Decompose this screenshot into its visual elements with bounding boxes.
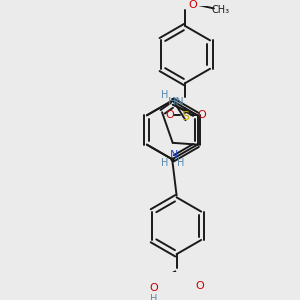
Text: H: H [177,158,184,168]
Text: CH₃: CH₃ [212,5,230,15]
Text: O: O [197,110,206,120]
Text: O: O [165,110,174,120]
Text: O: O [188,0,197,10]
Text: S: S [182,110,190,123]
Text: O: O [195,281,204,291]
Text: HN: HN [168,98,185,107]
Text: H: H [150,293,157,300]
Text: O: O [149,283,158,293]
Text: H: H [161,158,169,168]
Text: H: H [161,90,169,100]
Text: N: N [169,151,178,160]
